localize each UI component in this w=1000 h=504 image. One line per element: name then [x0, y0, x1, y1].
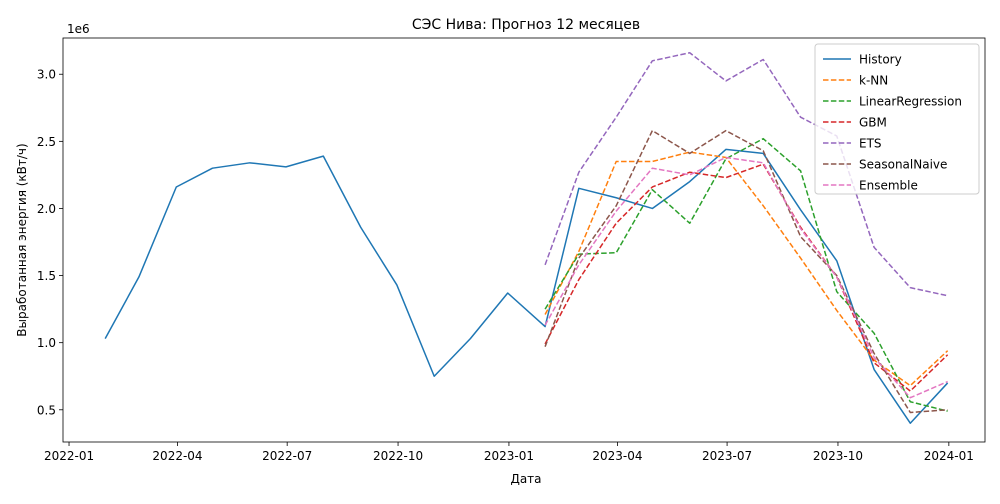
x-tick-label: 2022-10 [373, 449, 423, 463]
x-tick-label: 2023-01 [484, 449, 534, 463]
legend-label-history: History [859, 53, 902, 67]
series-line-history [104, 148, 949, 424]
series-line-seasonalnaive [544, 129, 948, 414]
series-line-linearregression [544, 137, 948, 412]
plot-layer [104, 52, 949, 424]
series-lines [104, 52, 949, 424]
legend-box [814, 43, 980, 195]
y-tick-label: 1.0 [37, 336, 56, 350]
series-line-ets [544, 52, 948, 297]
legend-label-ets: ETS [859, 137, 882, 151]
x-axis-label: Дата [510, 472, 541, 486]
legend-label-seasonalnaive: SeasonalNaive [859, 158, 947, 172]
x-tick-label: 2022-01 [44, 449, 94, 463]
chart-title: СЭС Нива: Прогноз 12 месяцев [412, 17, 640, 33]
x-tick-label: 2024-01 [924, 449, 974, 463]
x-tick-label: 2023-04 [592, 449, 642, 463]
x-tick-label: 2023-07 [702, 449, 752, 463]
legend-label-ensemble: Ensemble [859, 179, 918, 193]
legend-label-gbm: GBM [859, 116, 887, 130]
y-tick-label: 0.5 [37, 403, 56, 417]
x-tick-label: 2022-04 [152, 449, 202, 463]
x-tick-label: 2023-10 [813, 449, 863, 463]
y-tick-label: 2.0 [37, 202, 56, 216]
legend: History k-NN LinearRegression GBM ETS Seasona… [814, 43, 980, 195]
legend-label-linearregression: LinearRegression [859, 95, 962, 109]
y-tick-label: 1.5 [37, 269, 56, 283]
axes-layer: 2022-01 2022-04 2022-07 2022-10 2023-01 2023-… [37, 37, 986, 463]
x-tick-label: 2022-07 [262, 449, 312, 463]
y-scale-label: 1e6 [67, 22, 90, 36]
series-line-gbm [544, 163, 949, 392]
plot-frame [62, 37, 986, 443]
series-line-ensemble [544, 156, 948, 399]
y-tick-label: 3.0 [37, 68, 56, 82]
y-tick-label: 2.5 [37, 135, 56, 149]
y-axis-label: Выработанная энергия (кВт/ч) [15, 143, 29, 336]
legend-label-k-nn: k-NN [859, 74, 888, 88]
